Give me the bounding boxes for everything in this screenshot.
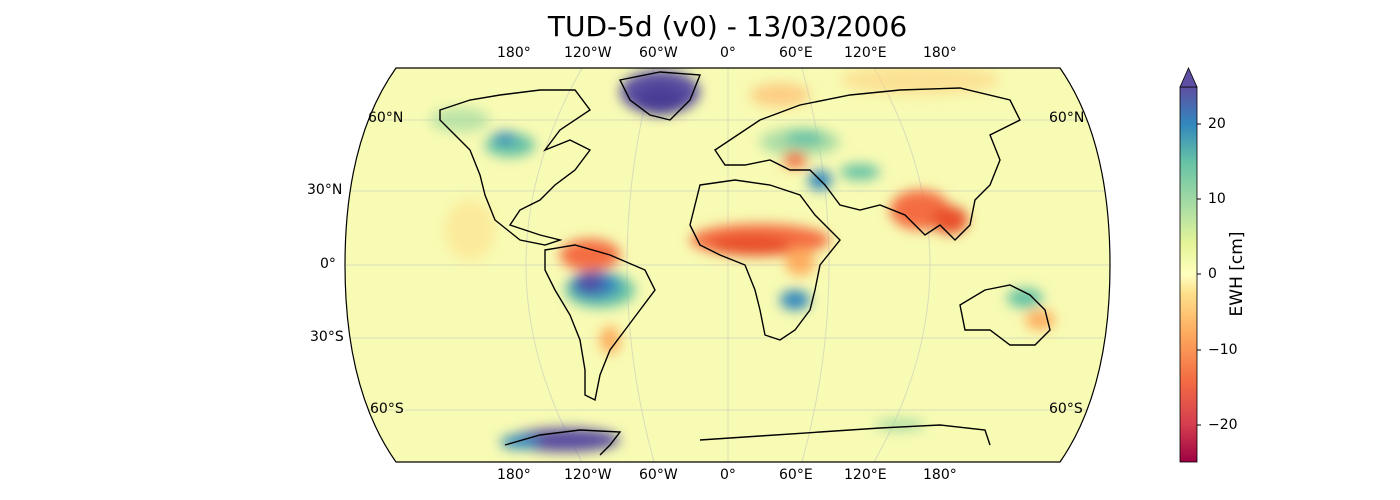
lon-label-top: 60°W (639, 45, 678, 61)
colorbar-label: EWH [cm] (1227, 231, 1247, 317)
lon-label-bottom: 180° (497, 467, 531, 483)
lat-label-left: 60°S (370, 401, 404, 417)
lat-label-left: 0° (320, 256, 336, 272)
lat-label-left: 30°S (310, 329, 344, 345)
anomaly-field (430, 68, 1055, 452)
colorbar-tick-label: −10 (1208, 342, 1238, 358)
colorbar-tick-label: 0 (1208, 266, 1217, 282)
colorbar-tick-label: 10 (1208, 191, 1226, 207)
lon-label-bottom: 180° (923, 467, 957, 483)
colorbar-extend-arrow (1179, 67, 1198, 88)
map-title: TUD-5d (v0) - 13/03/2006 (547, 10, 908, 43)
lon-label-bottom: 60°E (779, 467, 813, 483)
lon-label-top: 180° (923, 45, 957, 61)
coastlines (439, 71, 1051, 456)
lon-label-top: 120°W (564, 45, 612, 61)
colorbar-tick-label: −20 (1208, 417, 1238, 433)
colorbar (1179, 67, 1201, 463)
colorbar-gradient (1179, 86, 1198, 463)
lat-label-right: 60°N (1049, 110, 1085, 126)
colorbar-tick-marks (1197, 123, 1201, 426)
map-body (345, 68, 1110, 462)
colorbar-tick-label: 20 (1208, 116, 1226, 132)
lon-label-bottom: 120°E (844, 467, 887, 483)
lon-label-top: 0° (720, 45, 736, 61)
lat-label-left: 30°N (307, 182, 343, 198)
lon-label-top: 120°E (844, 45, 887, 61)
lon-label-bottom: 60°W (639, 467, 678, 483)
lon-label-top: 180° (497, 45, 531, 61)
lon-label-top: 60°E (779, 45, 813, 61)
lon-label-bottom: 0° (720, 467, 736, 483)
lat-label-right: 60°S (1049, 401, 1083, 417)
map-frame (344, 67, 1111, 463)
lon-label-bottom: 120°W (564, 467, 612, 483)
lat-label-left: 60°N (368, 110, 404, 126)
